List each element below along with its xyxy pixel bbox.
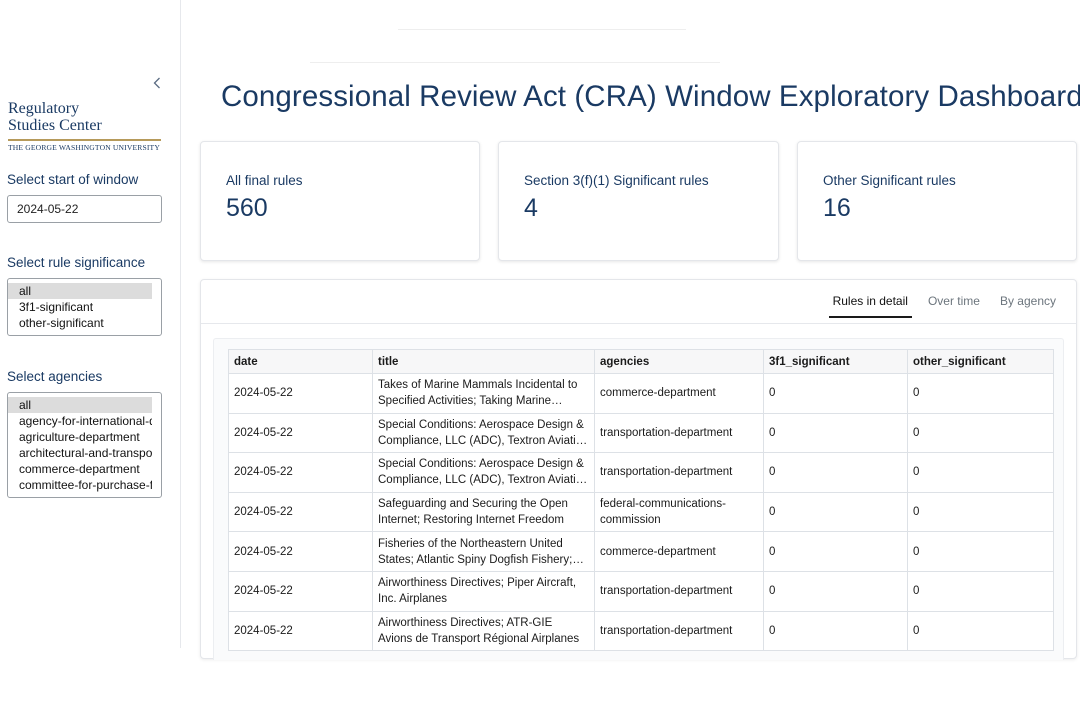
cell-3f1-significant: 0 — [763, 570, 908, 612]
cell-title-text: Airworthiness Directives; ATR-GIE Avions… — [378, 616, 580, 645]
cell-other-significant: 0 — [907, 610, 1054, 652]
tab-by-agency[interactable]: By agency — [999, 294, 1056, 308]
start-window-label: Select start of window — [7, 172, 139, 187]
cell-title: Fisheries of the Northeastern United Sta… — [372, 531, 595, 572]
cell-date: 2024-05-22 — [228, 570, 373, 612]
cell-agencies: transportation-department — [594, 452, 764, 493]
cell-date: 2024-05-22 — [228, 412, 373, 454]
logo-line1: Regulatory — [8, 100, 80, 117]
cell-3f1-significant: 0 — [763, 531, 908, 572]
stat-value: 4 — [524, 194, 538, 222]
table-row[interactable]: 2024-05-22 Safeguarding and Securing the… — [228, 491, 1054, 533]
stat-label: Other Significant rules — [823, 173, 956, 188]
stat-card-3f1-significant: Section 3(f)(1) Significant rules 4 — [498, 141, 779, 261]
cell-title: Takes of Marine Mammals Incidental to Sp… — [372, 373, 595, 414]
table-row[interactable]: 2024-05-22 Airworthiness Directives; Pip… — [228, 570, 1054, 612]
cell-agencies: commerce-department — [594, 373, 764, 414]
stat-value: 560 — [226, 194, 268, 222]
column-header-other-significant[interactable]: other_significant — [907, 349, 1054, 374]
stat-label: All final rules — [226, 173, 303, 188]
cell-title: Special Conditions: Aerospace Design & C… — [372, 452, 595, 493]
stat-label: Section 3(f)(1) Significant rules — [524, 173, 709, 188]
agency-option[interactable]: architectural-and-transportation-barrier… — [19, 446, 152, 460]
cell-agencies: commerce-department — [594, 531, 764, 572]
cell-title: Special Conditions: Aerospace Design & C… — [372, 412, 595, 454]
tab-over-time[interactable]: Over time — [927, 294, 980, 308]
table-row[interactable]: 2024-05-22 Special Conditions: Aerospace… — [228, 412, 1054, 454]
cell-agencies: federal-communications-commission — [594, 491, 764, 533]
significance-option-other[interactable]: other-significant — [19, 316, 104, 330]
agency-option[interactable]: commerce-department — [19, 462, 140, 476]
cell-agencies: transportation-department — [594, 412, 764, 454]
agency-option[interactable]: agency-for-international-development — [19, 414, 152, 428]
tab-rules-in-detail[interactable]: Rules in detail — [828, 280, 912, 318]
cell-title-text: Airworthiness Directives; Piper Aircraft… — [378, 577, 577, 606]
cell-agencies: transportation-department — [594, 570, 764, 612]
stat-card-other-significant: Other Significant rules 16 — [797, 141, 1077, 261]
cell-date: 2024-05-22 — [228, 452, 373, 493]
cell-date: 2024-05-22 — [228, 373, 373, 414]
significance-option-3f1[interactable]: 3f1-significant — [19, 300, 94, 314]
cell-date: 2024-05-22 — [228, 531, 373, 572]
chevron-left-icon — [153, 77, 160, 89]
panel-tabs: Rules in detail Over time By agency — [817, 280, 1060, 324]
logo-university: THE GEORGE WASHINGTON UNIVERSITY — [8, 143, 160, 152]
table-row[interactable]: 2024-05-22 Fisheries of the Northeastern… — [228, 531, 1054, 572]
rules-table-container[interactable]: date title agencies 3f1_significant othe… — [213, 338, 1064, 660]
table-row[interactable]: 2024-05-22 Special Conditions: Aerospace… — [228, 452, 1054, 493]
cell-other-significant: 0 — [907, 412, 1054, 454]
cell-3f1-significant: 0 — [763, 412, 908, 454]
sidebar-collapse-button[interactable] — [150, 75, 164, 91]
header-divider — [398, 29, 686, 30]
cell-title-text: Safeguarding and Securing the Open Inter… — [378, 498, 568, 527]
cell-other-significant: 0 — [907, 373, 1054, 414]
agencies-label: Select agencies — [7, 369, 103, 384]
agency-option[interactable]: agriculture-department — [19, 430, 140, 444]
cell-title: Airworthiness Directives; ATR-GIE Avions… — [372, 610, 595, 652]
cell-title-text: Special Conditions: Aerospace Design & C… — [378, 418, 589, 447]
regulatory-studies-center-logo: Regulatory Studies Center THE GEORGE WAS… — [8, 100, 162, 152]
agencies-select[interactable]: all agency-for-international-development… — [7, 392, 162, 498]
cell-title-text: Fisheries of the Northeastern United Sta… — [378, 537, 573, 566]
logo-divider — [8, 139, 161, 141]
cell-other-significant: 0 — [907, 570, 1054, 612]
cell-date: 2024-05-22 — [228, 610, 373, 652]
cell-3f1-significant: 0 — [763, 491, 908, 533]
start-window-date-input[interactable]: 2024-05-22 — [7, 195, 162, 223]
table-header-row: date title agencies 3f1_significant othe… — [228, 349, 1054, 374]
page-title: Congressional Review Act (CRA) Window Ex… — [221, 80, 1080, 113]
cell-3f1-significant: 0 — [763, 610, 908, 652]
cell-3f1-significant: 0 — [763, 452, 908, 493]
rules-table: date title agencies 3f1_significant othe… — [228, 349, 1054, 652]
table-row[interactable]: 2024-05-22 Airworthiness Directives; ATR… — [228, 610, 1054, 652]
stat-card-all-rules: All final rules 560 — [200, 141, 480, 261]
significance-option-all[interactable]: all — [8, 283, 152, 299]
cell-3f1-significant: 0 — [763, 373, 908, 414]
panel-header: Rules in detail Over time By agency — [201, 280, 1076, 324]
cell-agencies: transportation-department — [594, 610, 764, 652]
cell-other-significant: 0 — [907, 452, 1054, 493]
column-header-3f1-significant[interactable]: 3f1_significant — [763, 349, 908, 374]
cell-other-significant: 0 — [907, 491, 1054, 533]
cell-title: Safeguarding and Securing the Open Inter… — [372, 491, 595, 533]
cell-title-text: Special Conditions: Aerospace Design & C… — [378, 458, 589, 487]
column-header-agencies[interactable]: agencies — [594, 349, 764, 374]
agency-option[interactable]: all — [8, 397, 152, 413]
stat-value: 16 — [823, 194, 851, 222]
header-divider — [310, 62, 720, 63]
column-header-date[interactable]: date — [228, 349, 373, 374]
cell-title: Airworthiness Directives; Piper Aircraft… — [372, 570, 595, 612]
table-row[interactable]: 2024-05-22 Takes of Marine Mammals Incid… — [228, 373, 1054, 414]
significance-select[interactable]: all 3f1-significant other-significant — [7, 278, 162, 336]
column-header-title[interactable]: title — [372, 349, 595, 374]
cell-other-significant: 0 — [907, 531, 1054, 572]
cell-title-text: Takes of Marine Mammals Incidental to Sp… — [378, 379, 578, 408]
rules-panel: Rules in detail Over time By agency date… — [200, 279, 1077, 660]
cell-date: 2024-05-22 — [228, 491, 373, 533]
agency-option[interactable]: committee-for-purchase-from-people-who-a… — [19, 478, 152, 492]
significance-label: Select rule significance — [7, 255, 146, 270]
sidebar: Regulatory Studies Center THE GEORGE WAS… — [0, 0, 181, 648]
logo-line2: Studies Center — [8, 117, 102, 134]
